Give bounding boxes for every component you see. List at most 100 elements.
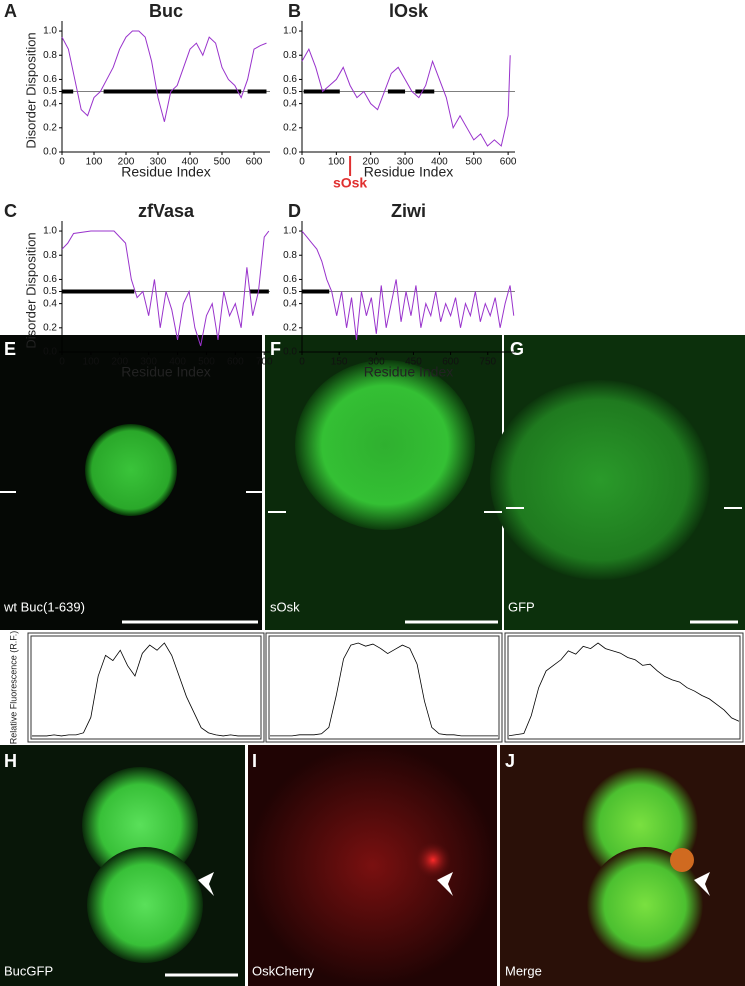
cell	[587, 847, 703, 963]
x-tick-label: 300	[150, 157, 167, 168]
markers	[0, 491, 742, 977]
x-tick-label: 300	[140, 357, 157, 368]
x-tick-label: 400	[182, 157, 199, 168]
y-axis-label: Disorder Disposition	[23, 232, 38, 348]
y-tick-label: 1.0	[43, 226, 57, 237]
disorder-line	[61, 30, 267, 122]
cell	[87, 847, 203, 963]
y-tick-label: 0.6	[43, 274, 57, 285]
x-axis-label: Residue Index	[121, 164, 211, 180]
x-tick-label: 400	[431, 157, 448, 168]
profile-line	[270, 642, 498, 737]
x-tick-label: 500	[198, 357, 215, 368]
y-tick-label: 0.4	[283, 298, 297, 309]
y-tick-label: 0.4	[283, 98, 297, 109]
y-tick-label: 0.8	[283, 250, 297, 261]
x-tick-label: 750	[479, 357, 496, 368]
cell	[85, 424, 177, 516]
y-tick-label: 0.5	[283, 286, 297, 297]
y-tick-label: 0.6	[283, 274, 297, 285]
profile-frame	[507, 635, 741, 740]
y-tick-label: 0.8	[43, 250, 57, 261]
y-tick-label: 0.2	[283, 122, 297, 133]
y-tick-label: 1.0	[283, 26, 297, 37]
x-axis-label: Residue Index	[364, 364, 454, 380]
y-tick-label: 0.5	[43, 86, 57, 97]
spot	[415, 842, 451, 878]
image-label: GFP	[508, 599, 535, 614]
x-tick-label: 0	[299, 157, 305, 168]
chart-title: zfVasa	[138, 201, 195, 221]
cell	[295, 360, 475, 530]
image-label: Merge	[505, 963, 542, 978]
panel-letter: D	[288, 201, 301, 221]
chart-title: Ziwi	[391, 201, 426, 221]
y-tick-label: 0.5	[283, 86, 297, 97]
y-tick-label: 0.6	[283, 74, 297, 85]
x-tick-label: 150	[331, 357, 348, 368]
y-tick-label: 0.4	[43, 98, 57, 109]
panel-letter: J	[505, 751, 515, 771]
x-tick-label: 0	[59, 357, 65, 368]
panel-letter: F	[270, 339, 281, 359]
marker-label: sOsk	[333, 175, 367, 191]
y-tick-label: 0.5	[43, 286, 57, 297]
x-tick-label: 300	[368, 357, 385, 368]
profile-line	[508, 642, 740, 737]
panel-letter: H	[4, 751, 17, 771]
x-tick-label: 0	[299, 357, 305, 368]
panel-letter: G	[510, 339, 524, 359]
x-tick-label: 600	[500, 157, 517, 168]
x-tick-label: 200	[362, 157, 379, 168]
y-tick-label: 0.2	[43, 122, 57, 133]
y-tick-label: 0.8	[43, 50, 57, 61]
y-tick-label: 0.0	[283, 147, 297, 158]
x-tick-label: 600	[227, 357, 244, 368]
y-tick-label: 0.0	[43, 347, 57, 358]
y-tick-label: 1.0	[283, 226, 297, 237]
profile-line	[32, 642, 260, 737]
chart-title: Buc	[149, 1, 183, 21]
y-tick-label: 0.0	[283, 347, 297, 358]
disorder-line	[61, 230, 270, 347]
disorder-line	[301, 48, 511, 147]
profile-frame	[265, 632, 503, 743]
y-axis-label: Relative Fluorescence (R.F.)	[8, 631, 18, 745]
y-tick-label: 0.8	[283, 50, 297, 61]
panel-letter: C	[4, 201, 17, 221]
x-tick-label: 450	[405, 357, 422, 368]
microscopy: E wt Buc(1-639) F sOsk G GFP H BucGFP I …	[0, 335, 745, 986]
profile-frame	[27, 632, 265, 743]
y-tick-label: 0.2	[283, 322, 297, 333]
x-axis-label: Residue Index	[121, 364, 211, 380]
panel-letter: A	[4, 1, 17, 21]
x-tick-label: 200	[118, 157, 135, 168]
x-tick-label: 500	[465, 157, 482, 168]
x-tick-label: 300	[397, 157, 414, 168]
image-label: BucGFP	[4, 963, 53, 978]
panel-letter: B	[288, 1, 301, 21]
x-tick-label: 100	[328, 157, 345, 168]
arrowheads	[198, 872, 710, 896]
x-tick-label: 700	[256, 357, 273, 368]
x-tick-label: 500	[214, 157, 231, 168]
x-tick-label: 100	[83, 357, 100, 368]
panel-letter: E	[4, 339, 16, 359]
x-tick-label: 600	[442, 357, 459, 368]
chart-title: lOsk	[389, 1, 429, 21]
image-label: wt Buc(1-639)	[3, 599, 85, 614]
image-i	[248, 745, 497, 986]
y-tick-label: 1.0	[43, 26, 57, 37]
profile-frame	[268, 635, 500, 740]
profile-frame	[30, 635, 262, 740]
y-tick-label: 0.6	[43, 74, 57, 85]
x-axis-label: Residue Index	[364, 164, 454, 180]
cell	[490, 380, 710, 580]
x-tick-label: 200	[111, 357, 128, 368]
disorder-line	[301, 230, 515, 340]
x-tick-label: 400	[169, 357, 186, 368]
spot	[670, 848, 694, 872]
x-tick-label: 0	[59, 157, 65, 168]
y-tick-label: 0.2	[43, 322, 57, 333]
